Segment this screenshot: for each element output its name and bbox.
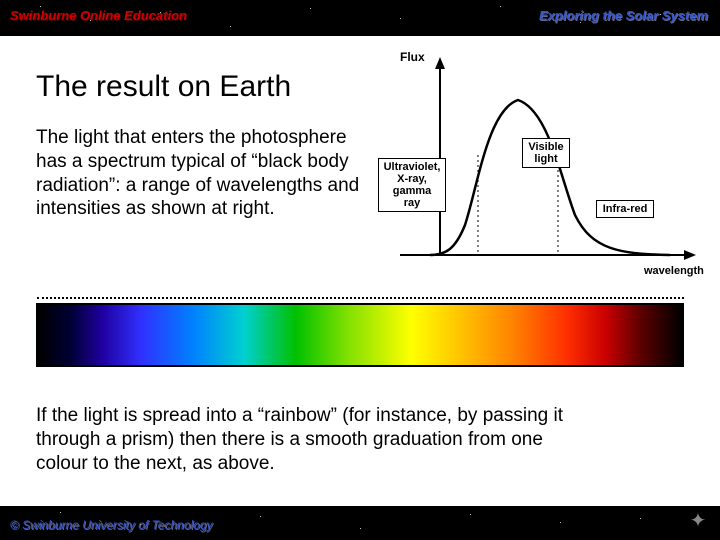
brand-left: Swinburne Online Education [10, 8, 187, 23]
callout-ir: Infra-red [596, 200, 654, 218]
callout-visible: Visible light [522, 138, 570, 168]
copyright: © Swinburne University of Technology [10, 518, 213, 532]
callout-visible-text: Visible light [528, 141, 563, 165]
spectrum-gradient [38, 305, 682, 365]
paragraph-2: If the light is spread into a “rainbow” … [36, 404, 596, 475]
brand-right: Exploring the Solar System [539, 8, 708, 23]
leader-line [37, 297, 684, 299]
callout-ir-text: Infra-red [603, 203, 648, 215]
page-title: The result on Earth [36, 70, 291, 104]
callout-uv: Ultraviolet, X-ray, gamma ray [378, 158, 446, 212]
callout-uv-text: Ultraviolet, X-ray, gamma ray [384, 161, 441, 209]
spectrum-bar [36, 303, 684, 367]
badge-icon: ✦ [684, 508, 712, 536]
paragraph-1: The light that enters the photosphere ha… [36, 126, 376, 221]
